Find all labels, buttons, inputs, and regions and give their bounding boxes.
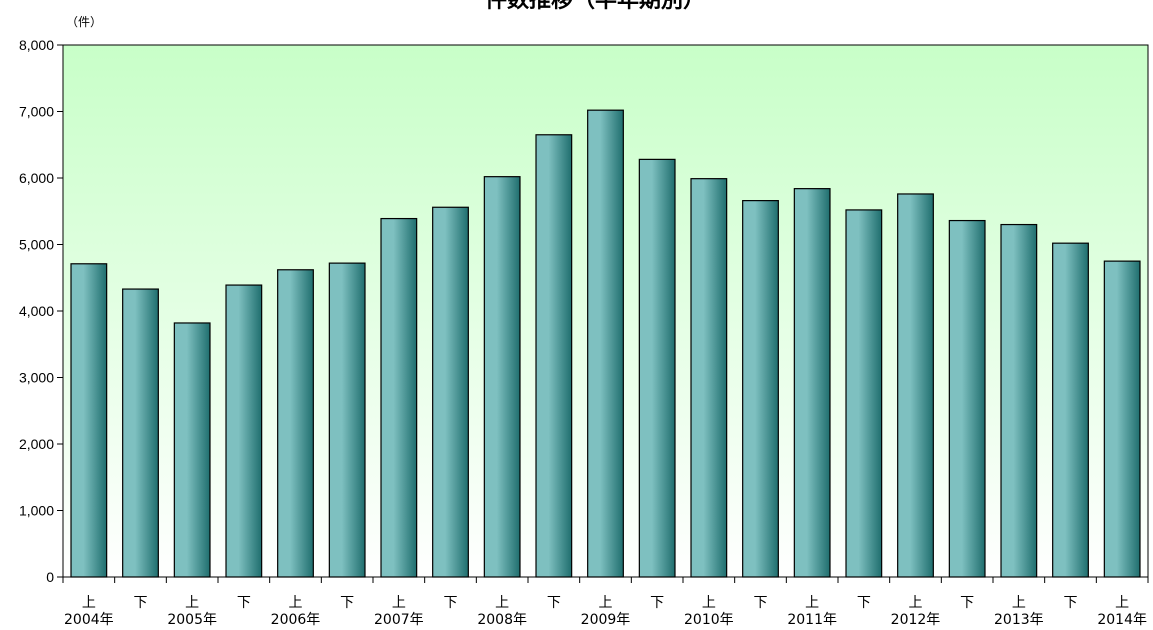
x-tick-label-year: 2006年 [271, 612, 321, 628]
x-tick-label-half: 上 [82, 595, 96, 611]
x-tick-label-year: 2014年 [1097, 612, 1147, 628]
x-tick-label-half: 下 [134, 595, 148, 611]
y-tick-label: 5,000 [19, 237, 54, 253]
x-tick-label-half: 上 [185, 595, 199, 611]
bar [225, 284, 263, 578]
x-tick-label-half: 下 [237, 595, 251, 611]
bar [638, 158, 676, 578]
x-tick-label-year: 2004年 [64, 612, 114, 628]
bar [173, 322, 211, 578]
y-tick-label: 2,000 [19, 436, 54, 452]
x-tick-label-year: 2013年 [994, 612, 1044, 628]
x-tick-label-half: 上 [909, 595, 923, 611]
bar [70, 263, 108, 578]
bar [380, 217, 418, 578]
bar [587, 109, 624, 578]
x-tick-label-half: 下 [340, 595, 354, 611]
x-tick-label-year: 2009年 [581, 612, 631, 628]
x-tick-label-year: 2012年 [891, 612, 941, 628]
bar [845, 209, 883, 578]
y-axis: 0 1,000 2,000 3,000 4,000 5,000 6,000 7,000 8,00… [19, 37, 63, 585]
x-tick-label-half: 下 [650, 595, 664, 611]
x-tick-label-year: 2005年 [167, 612, 217, 628]
x-tick-label-half: 上 [599, 595, 613, 611]
bar [535, 134, 573, 578]
y-tick-label: 3,000 [19, 370, 54, 386]
bar [432, 206, 469, 578]
y-tick-label: 1,000 [19, 503, 54, 519]
x-tick-label-half: 上 [702, 595, 716, 611]
bar [948, 219, 986, 578]
x-tick-label-half: 下 [754, 595, 768, 611]
bar [277, 269, 314, 578]
x-tick-label-half: 下 [444, 595, 458, 611]
x-tick-label-half: 上 [805, 595, 819, 611]
y-tick-label: 7,000 [19, 104, 54, 120]
x-tick-label-half: 上 [1012, 595, 1026, 611]
bar [328, 262, 366, 578]
y-tick-label: 8,000 [19, 37, 54, 53]
x-tick-label-half: 下 [857, 595, 871, 611]
x-tick-label-year: 2008年 [477, 612, 527, 628]
x-tick-label-half: 上 [495, 595, 509, 611]
x-tick-label-half: 上 [392, 595, 406, 611]
bar [122, 288, 159, 578]
bar [483, 176, 521, 578]
bar [1052, 242, 1089, 578]
x-tick-label-half: 上 [289, 595, 303, 611]
bar [1103, 260, 1141, 578]
x-tick-label-half: 下 [1064, 595, 1078, 611]
bar [1000, 223, 1038, 578]
bar [793, 188, 831, 578]
x-tick-label-half: 下 [547, 595, 561, 611]
bar [897, 193, 934, 578]
x-tick-label-year: 2010年 [684, 612, 734, 628]
x-tick-label-half: 下 [960, 595, 974, 611]
y-tick-label: 0 [46, 569, 54, 585]
y-unit-label: （件） [66, 15, 102, 29]
bar [690, 178, 728, 578]
x-tick-label-year: 2007年 [374, 612, 424, 628]
bar [742, 200, 779, 578]
x-tick-label-year: 2011年 [787, 612, 837, 628]
bars [70, 109, 1141, 578]
x-tick-label-half: 上 [1115, 595, 1129, 611]
y-tick-label: 6,000 [19, 170, 54, 186]
y-tick-label: 4,000 [19, 303, 54, 319]
chart-title: 件数推移（半年期別） [485, 0, 705, 13]
